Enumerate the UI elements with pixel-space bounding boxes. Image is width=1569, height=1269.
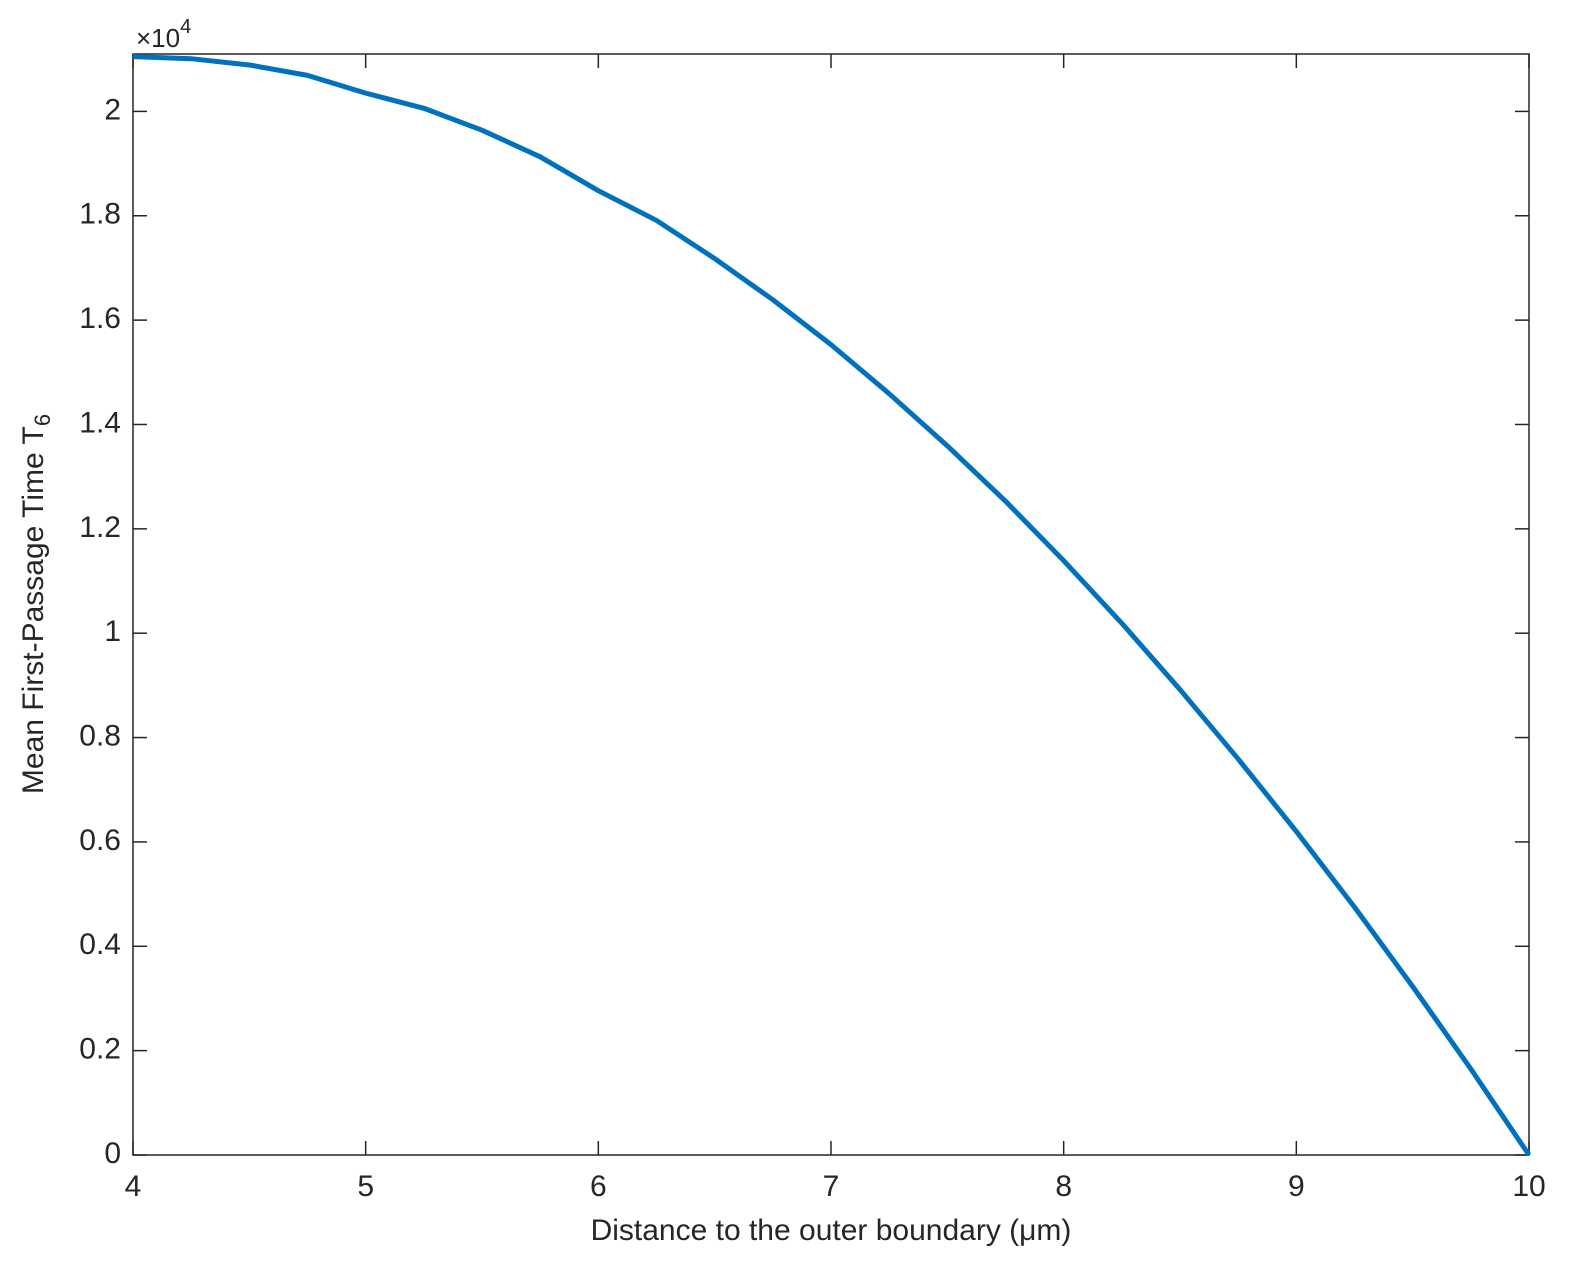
y-multiplier: ×104 <box>136 16 191 53</box>
y-tick-label: 0.6 <box>79 824 121 857</box>
data-line <box>132 54 1532 1157</box>
y-tick-label: 1.2 <box>79 511 121 544</box>
y-label-subscript: 6 <box>30 414 55 426</box>
y-tick-label: 2 <box>104 93 121 126</box>
x-tick-label: 7 <box>823 1170 840 1203</box>
y-tick-label: 0.8 <box>79 719 121 752</box>
plot-frame <box>132 53 1530 1156</box>
y-tick-label: 1.6 <box>79 302 121 335</box>
x-tick-label: 9 <box>1288 1170 1305 1203</box>
y-tick-label: 1.8 <box>79 198 121 231</box>
x-tick-label: 6 <box>590 1170 607 1203</box>
x-tick-label: 8 <box>1055 1170 1072 1203</box>
x-axis-label: Distance to the outer boundary (μm) <box>591 1214 1072 1247</box>
y-tick-label: 0.4 <box>79 928 121 961</box>
x-tick-label: 10 <box>1512 1170 1545 1203</box>
multiplier-base: ×10 <box>136 23 180 53</box>
y-label-text: Mean First-Passage Time T <box>17 426 50 794</box>
y-axis-label: Mean First-Passage Time T6 <box>17 414 55 794</box>
y-tick-label: 1 <box>104 615 121 648</box>
y-tick-label: 0 <box>104 1137 121 1170</box>
x-tick-label: 5 <box>357 1170 374 1203</box>
x-tick-label: 4 <box>125 1170 142 1203</box>
multiplier-exponent: 4 <box>180 16 191 38</box>
y-tick-label: 1.4 <box>79 406 121 439</box>
y-tick-label: 0.2 <box>79 1033 121 1066</box>
